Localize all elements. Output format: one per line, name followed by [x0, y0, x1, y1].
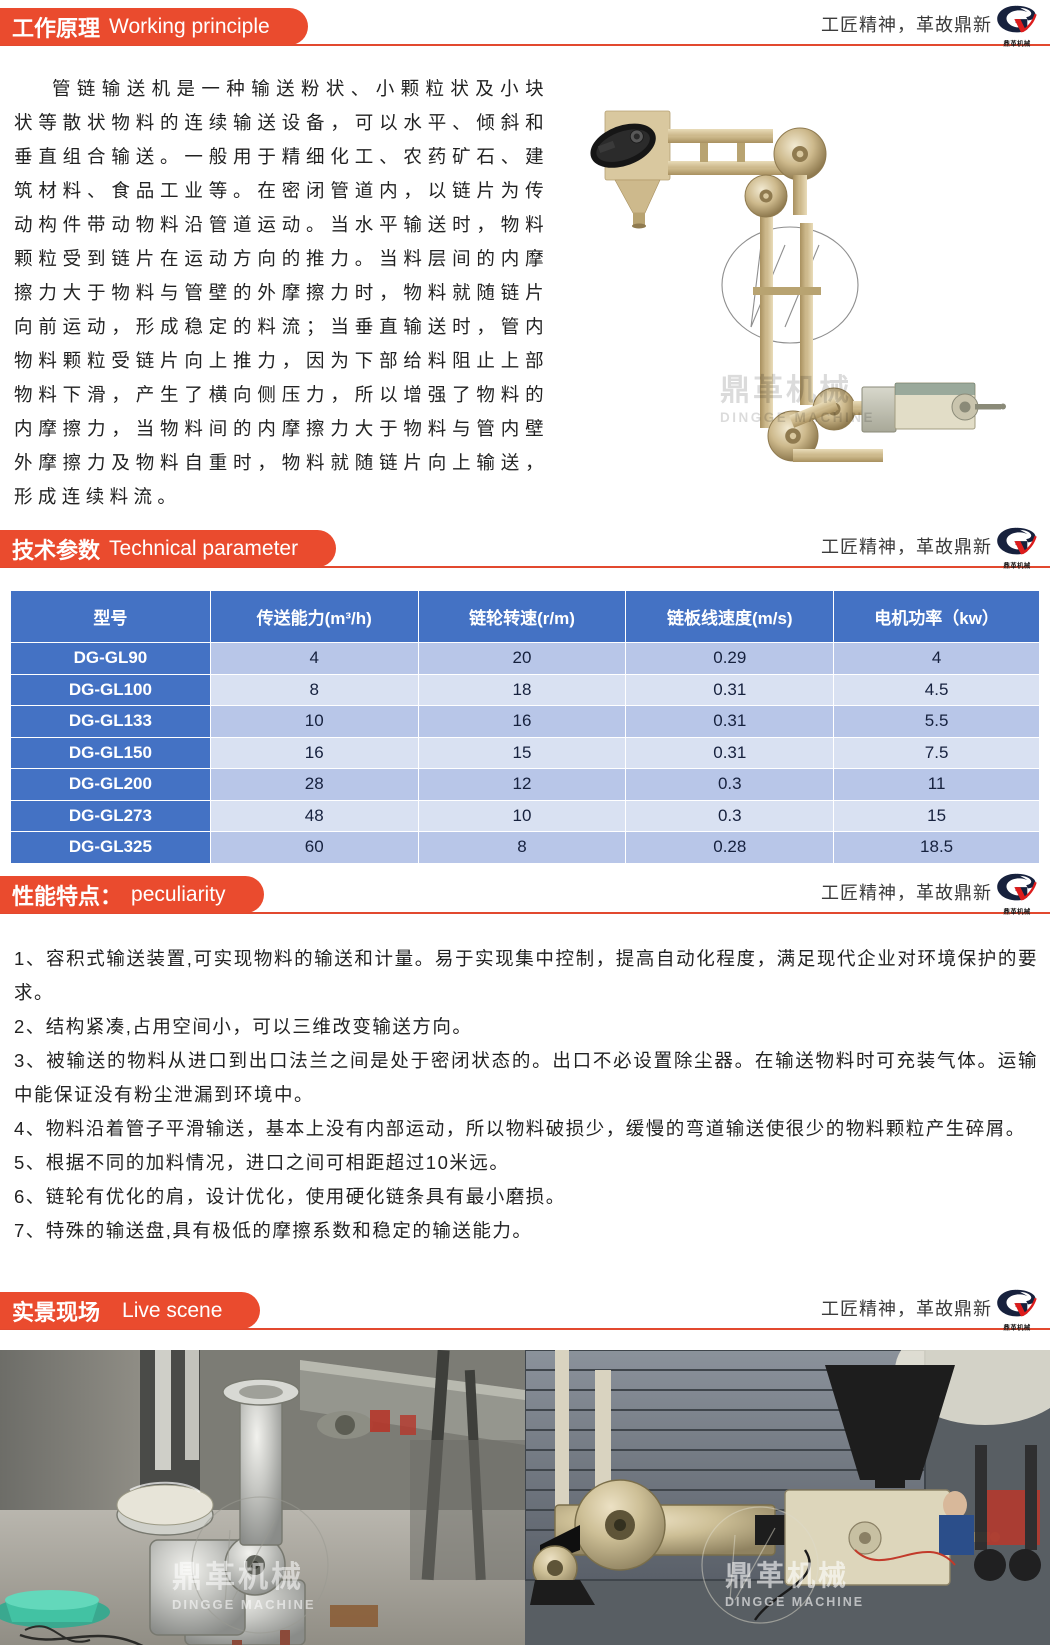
svg-text:DINGGE MACHINE: DINGGE MACHINE — [720, 410, 875, 425]
svg-text:DINGGE MACHINE: DINGGE MACHINE — [172, 1597, 316, 1612]
svg-text:鼎革机械: 鼎革机械 — [172, 1561, 304, 1594]
svg-text:鼎革机械: 鼎革机械 — [720, 374, 852, 407]
svg-text:鼎革机械: 鼎革机械 — [725, 1560, 849, 1591]
svg-text:DINGGE MACHINE: DINGGE MACHINE — [725, 1595, 864, 1609]
